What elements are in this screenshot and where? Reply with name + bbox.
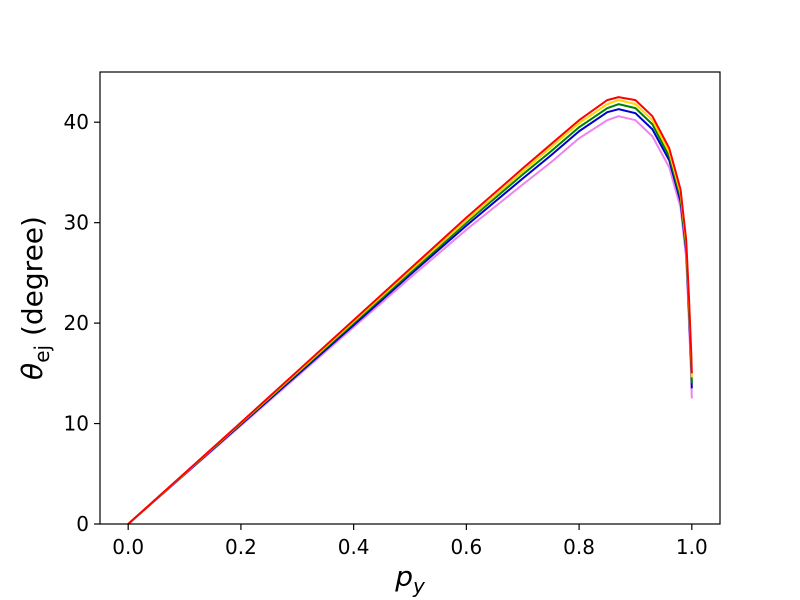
x-tick-label: 0.0 xyxy=(112,535,144,559)
y-axis-label-group: θej (degree) xyxy=(16,216,54,380)
y-tick-label: 20 xyxy=(64,311,89,335)
y-tick-label: 0 xyxy=(76,512,89,536)
x-axis-label-subscript: y xyxy=(412,574,426,598)
y-axis-label-subscript: ej xyxy=(30,345,54,363)
x-axis-label: py xyxy=(394,560,426,598)
x-tick-label: 0.6 xyxy=(450,535,482,559)
x-tick-label: 0.2 xyxy=(225,535,257,559)
y-axis-label: θej (degree) xyxy=(16,216,54,380)
y-tick-label: 10 xyxy=(64,412,89,436)
y-axis-label-unit: (degree) xyxy=(16,216,49,345)
y-tick-label: 40 xyxy=(64,110,89,134)
series-line-5 xyxy=(127,96,693,525)
y-axis-label-base: θ xyxy=(16,363,49,380)
y-tick-label: 30 xyxy=(64,211,89,235)
x-axis-label-base: p xyxy=(394,560,413,593)
x-tick-label: 0.8 xyxy=(563,535,595,559)
ticks-layer: 0.0 0.2 0.4 0.6 0.8 1.0 0 10 20 30 40 xyxy=(64,110,708,559)
x-tick-label: 1.0 xyxy=(676,535,708,559)
x-tick-label: 0.4 xyxy=(338,535,370,559)
plot-area-frame xyxy=(99,71,721,525)
series-layer xyxy=(127,96,693,525)
